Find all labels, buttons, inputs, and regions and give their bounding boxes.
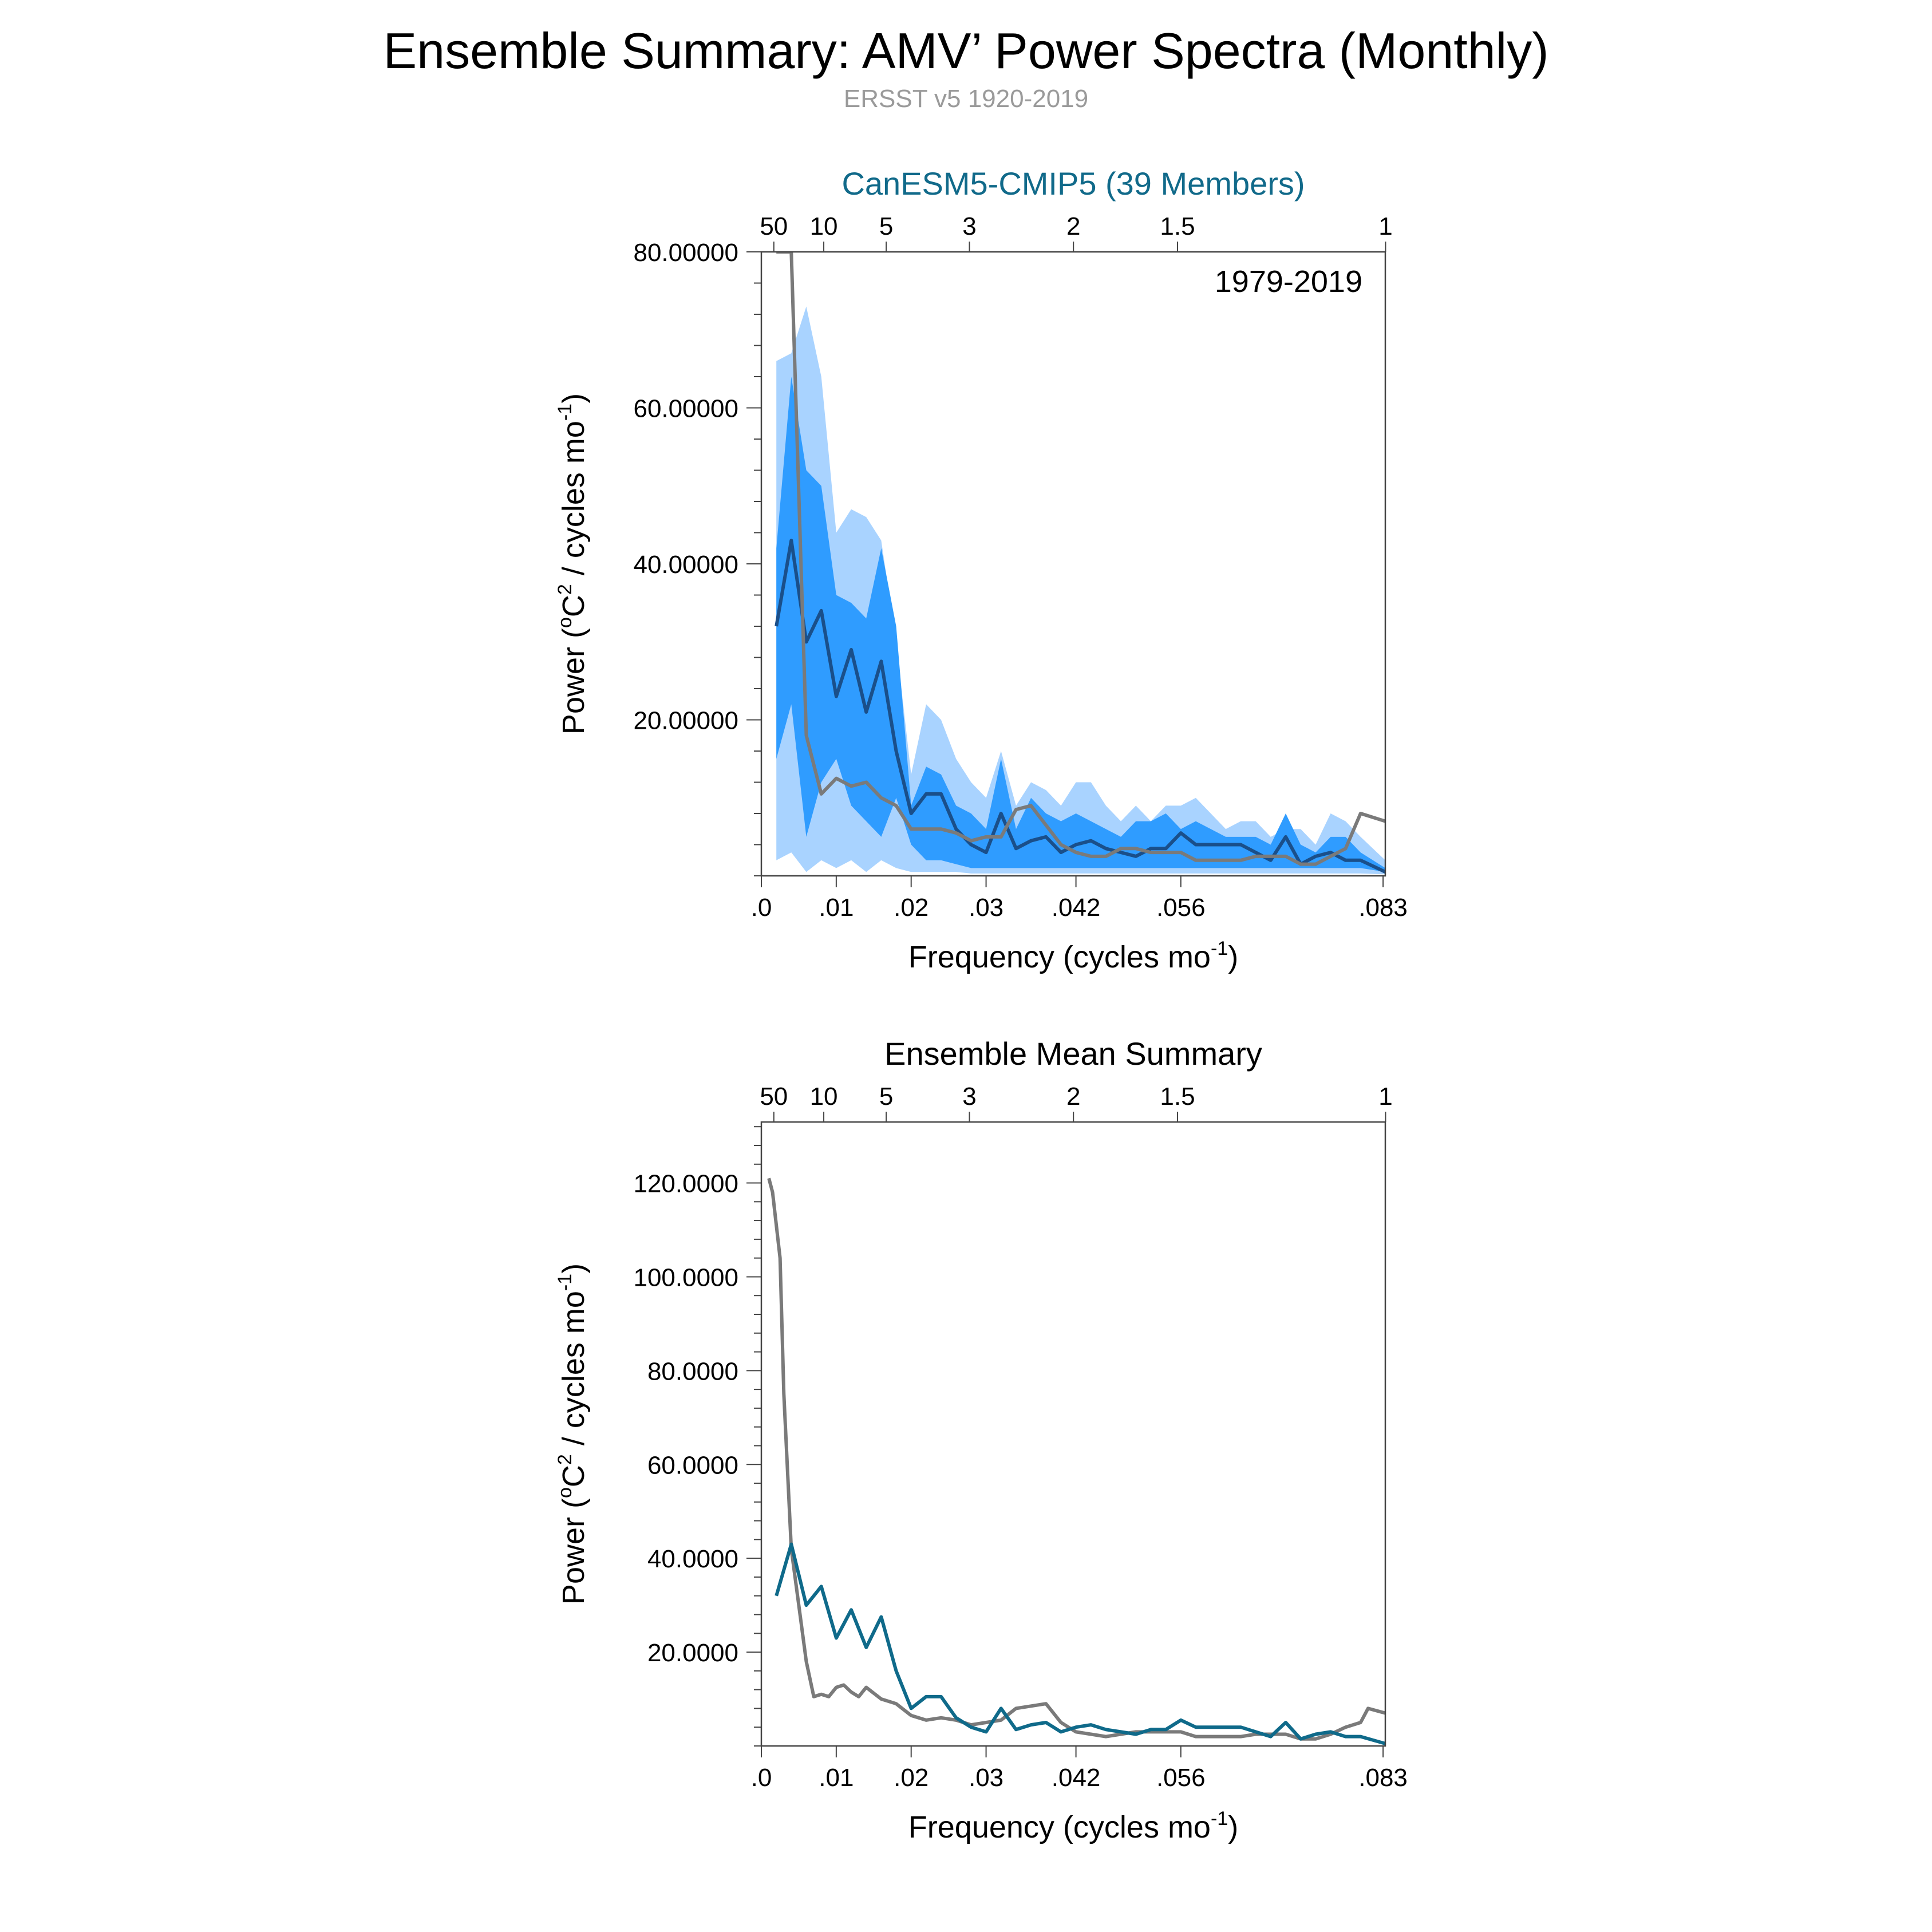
panel2-x-tick-label: .0 xyxy=(751,1764,772,1792)
panel1-x-tick-label: .03 xyxy=(969,894,1003,922)
panel1-y-axis-label-part: o xyxy=(554,617,576,628)
panel1-outer-band xyxy=(776,306,1385,875)
panel2-y-axis-label-part: / cycles mo xyxy=(556,1291,591,1454)
panel2-ensemble-mean-line xyxy=(775,1542,1385,1745)
panel1-y-axis-label-part: C xyxy=(556,595,591,617)
panel2-y-tick-label: 40.0000 xyxy=(647,1545,738,1573)
panel2-frame xyxy=(760,1121,1386,1747)
panel1-x-axis-label: Frequency (cycles mo-1) xyxy=(908,938,1238,974)
panel1-top-tick-label: 3 xyxy=(962,212,976,240)
panel1-y-axis-label-part: ) xyxy=(556,393,591,404)
panel2-plot: 20.0000 40.0000 60.0000 80.0000 100.0000 120.… xyxy=(554,1036,1408,1844)
panel2-observations-line xyxy=(767,1178,1385,1741)
panel2-x-tick-label: .01 xyxy=(819,1764,854,1792)
panel2-y-tick-label: 80.0000 xyxy=(647,1357,738,1385)
panel2-y-tick-label: 120.0000 xyxy=(633,1170,738,1198)
panel1-top-tick-label: 10 xyxy=(810,212,838,240)
panel2-title: Ensemble Mean Summary xyxy=(884,1036,1262,1072)
panel2-x-tick-label: .083 xyxy=(1358,1764,1408,1792)
panel1-x-axis-label-end: ) xyxy=(1228,940,1238,974)
panel2-y-tick-label: 100.0000 xyxy=(633,1263,738,1291)
panel2-y-axis-label-part: ) xyxy=(556,1263,591,1274)
figure-subtitle: ERSST v5 1920-2019 xyxy=(843,85,1089,113)
panel1-top-tick-label: 1 xyxy=(1378,212,1392,240)
panel1-y-axis-label-part: / cycles mo xyxy=(556,421,591,584)
panel2-y-axis-label: Power (oC2 / cycles mo-1) xyxy=(554,1263,591,1605)
panel1-y-axis-label-part: -1 xyxy=(554,404,576,421)
panel1-x-tick-label: .0 xyxy=(751,894,772,922)
panel2-x-tick-label: .042 xyxy=(1052,1764,1101,1792)
panel2-y-axis-label-part: -1 xyxy=(554,1274,576,1291)
panel1-y-tick-label: 40.00000 xyxy=(633,551,738,579)
panel2-x-axis-label: Frequency (cycles mo-1) xyxy=(908,1808,1238,1844)
panel1-plot: 20.00000 40.00000 60.00000 80.00000 .0 .01 .02… xyxy=(554,165,1408,974)
panel2-series-group xyxy=(767,1178,1385,1745)
panel1-x-tick-label: .056 xyxy=(1156,894,1206,922)
panel1-observations-line xyxy=(776,252,1385,866)
panel1-x-tick-label: .083 xyxy=(1358,894,1408,922)
panel2-y-tick-label: 60.0000 xyxy=(647,1451,738,1479)
panel1-y-tick-label: 20.00000 xyxy=(633,707,738,735)
panel2-y-axis-label-part: 2 xyxy=(554,1454,576,1465)
panel2-x-axis-label-end: ) xyxy=(1228,1810,1238,1844)
panel2-y-tick-label: 20.0000 xyxy=(647,1639,738,1667)
panel1-x-tick-label: .01 xyxy=(819,894,854,922)
panel1-title: CanESM5-CMIP5 (39 Members) xyxy=(841,165,1305,202)
panel2-y-axis-label-part: Power ( xyxy=(556,1498,591,1605)
panel2-top-tick-label: 3 xyxy=(962,1082,976,1111)
panel1-x-tick-label: .02 xyxy=(894,894,929,922)
panel1-x-tick-label: .042 xyxy=(1052,894,1101,922)
panel2-x-tick-label: .03 xyxy=(969,1764,1003,1792)
panel2-top-tick-label: 5 xyxy=(879,1082,893,1111)
panel1-ensemble-mean-line xyxy=(775,539,1385,874)
panel1-y-axis-label-part: 2 xyxy=(554,584,576,595)
panel1-series-group xyxy=(775,252,1385,875)
panel2-x-tick-label: .02 xyxy=(894,1764,929,1792)
panel1-y-tick-label: 60.00000 xyxy=(633,395,738,423)
figure-title: Ensemble Summary: AMV’ Power Spectra (Mo… xyxy=(383,22,1549,79)
panel1-top-tick-label: 1.5 xyxy=(1160,212,1195,240)
panel2-x-axis-label-sup: -1 xyxy=(1211,1808,1228,1830)
panel1-y-axis-label-part: Power ( xyxy=(556,628,591,734)
panel1-annotation: 1979-2019 xyxy=(1215,264,1362,299)
panel2-top-tick-label: 2 xyxy=(1066,1082,1080,1111)
panel2-top-tick-label: 10 xyxy=(810,1082,838,1111)
panel1-x-axis-label-main: Frequency (cycles mo xyxy=(908,940,1211,974)
panel2-x-axis-label-main: Frequency (cycles mo xyxy=(908,1810,1211,1844)
panel2-y-axis-label-part: C xyxy=(556,1465,591,1487)
panel2-y-axis-label-part: o xyxy=(554,1487,576,1498)
panel1-top-tick-label: 2 xyxy=(1066,212,1080,240)
panel2-top-tick-label: 50 xyxy=(760,1082,788,1111)
panel1-y-tick-label: 80.00000 xyxy=(633,239,738,267)
panel1-y-axis-label: Power (oC2 / cycles mo-1) xyxy=(554,393,591,734)
panel1-x-axis-label-sup: -1 xyxy=(1211,938,1228,959)
panel2-top-tick-label: 1.5 xyxy=(1160,1082,1195,1111)
panel1-top-tick-label: 50 xyxy=(760,212,788,240)
panel1-top-tick-label: 5 xyxy=(879,212,893,240)
panel2-top-tick-label: 1 xyxy=(1378,1082,1392,1111)
panel2-x-tick-label: .056 xyxy=(1156,1764,1206,1792)
